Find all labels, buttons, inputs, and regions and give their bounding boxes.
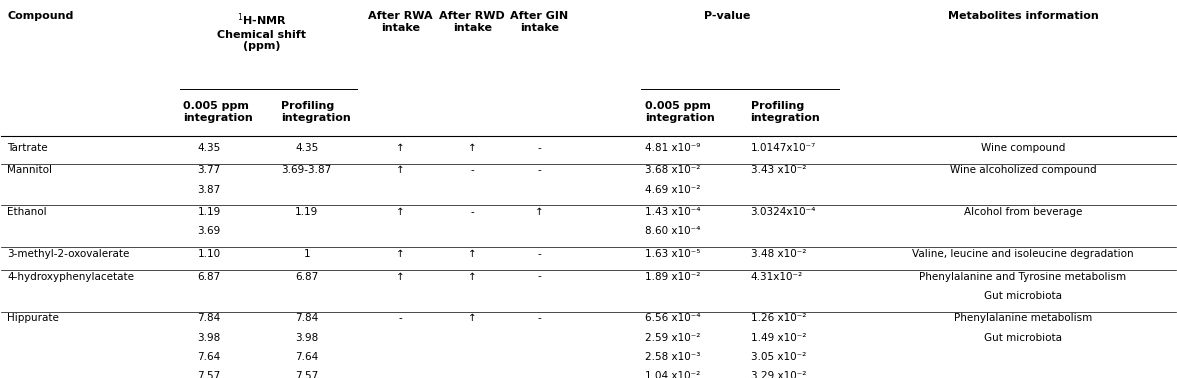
Text: Ethanol: Ethanol	[7, 207, 47, 217]
Text: ↑: ↑	[397, 271, 405, 282]
Text: Valine, leucine and isoleucine degradation: Valine, leucine and isoleucine degradati…	[912, 249, 1133, 259]
Text: 1.49 x10⁻²: 1.49 x10⁻²	[751, 333, 806, 343]
Text: 6.87: 6.87	[295, 271, 318, 282]
Text: 1.26 x10⁻²: 1.26 x10⁻²	[751, 313, 806, 324]
Text: 3.29 x10⁻²: 3.29 x10⁻²	[751, 371, 806, 378]
Text: -: -	[471, 165, 474, 175]
Text: 3.98: 3.98	[295, 333, 318, 343]
Text: After RWA
intake: After RWA intake	[368, 11, 433, 33]
Text: -: -	[538, 143, 541, 153]
Text: -: -	[471, 207, 474, 217]
Text: After GIN
intake: After GIN intake	[510, 11, 568, 33]
Text: -: -	[538, 271, 541, 282]
Text: 3-methyl-2-oxovalerate: 3-methyl-2-oxovalerate	[7, 249, 129, 259]
Text: 4.35: 4.35	[198, 143, 221, 153]
Text: Profiling
integration: Profiling integration	[281, 101, 351, 123]
Text: $^{1}$H-NMR
Chemical shift
(ppm): $^{1}$H-NMR Chemical shift (ppm)	[217, 11, 306, 51]
Text: ↑: ↑	[397, 165, 405, 175]
Text: ↑: ↑	[534, 207, 544, 217]
Text: 3.0324x10⁻⁴: 3.0324x10⁻⁴	[751, 207, 816, 217]
Text: 3.68 x10⁻²: 3.68 x10⁻²	[645, 165, 700, 175]
Text: Metabolites information: Metabolites information	[947, 11, 1098, 22]
Text: ↑: ↑	[468, 313, 477, 324]
Text: Tartrate: Tartrate	[7, 143, 48, 153]
Text: 7.64: 7.64	[295, 352, 318, 362]
Text: -: -	[538, 249, 541, 259]
Text: 3.69-3.87: 3.69-3.87	[281, 165, 332, 175]
Text: ↑: ↑	[397, 143, 405, 153]
Text: 1.04 x10⁻²: 1.04 x10⁻²	[645, 371, 700, 378]
Text: 2.59 x10⁻²: 2.59 x10⁻²	[645, 333, 700, 343]
Text: 1.10: 1.10	[198, 249, 221, 259]
Text: Phenylalanine and Tyrosine metabolism: Phenylalanine and Tyrosine metabolism	[919, 271, 1126, 282]
Text: Wine alcoholized compound: Wine alcoholized compound	[950, 165, 1096, 175]
Text: ↑: ↑	[468, 249, 477, 259]
Text: 7.57: 7.57	[198, 371, 221, 378]
Text: 3.48 x10⁻²: 3.48 x10⁻²	[751, 249, 806, 259]
Text: P-value: P-value	[704, 11, 750, 22]
Text: 1.0147x10⁻⁷: 1.0147x10⁻⁷	[751, 143, 816, 153]
Text: 3.98: 3.98	[198, 333, 221, 343]
Text: 6.87: 6.87	[198, 271, 221, 282]
Text: 6.56 x10⁻⁴: 6.56 x10⁻⁴	[645, 313, 700, 324]
Text: 4.35: 4.35	[295, 143, 318, 153]
Text: 3.87: 3.87	[198, 184, 221, 195]
Text: 8.60 x10⁻⁴: 8.60 x10⁻⁴	[645, 226, 700, 236]
Text: 4.69 x10⁻²: 4.69 x10⁻²	[645, 184, 700, 195]
Text: 3.05 x10⁻²: 3.05 x10⁻²	[751, 352, 806, 362]
Text: 3.69: 3.69	[198, 226, 221, 236]
Text: -: -	[538, 165, 541, 175]
Text: Alcohol from beverage: Alcohol from beverage	[964, 207, 1082, 217]
Text: 3.43 x10⁻²: 3.43 x10⁻²	[751, 165, 806, 175]
Text: 4.31x10⁻²: 4.31x10⁻²	[751, 271, 803, 282]
Text: 7.57: 7.57	[295, 371, 318, 378]
Text: Wine compound: Wine compound	[980, 143, 1065, 153]
Text: 1.19: 1.19	[198, 207, 221, 217]
Text: 1.19: 1.19	[295, 207, 318, 217]
Text: ↑: ↑	[468, 143, 477, 153]
Text: 3.77: 3.77	[198, 165, 221, 175]
Text: ↑: ↑	[468, 271, 477, 282]
Text: ↑: ↑	[397, 207, 405, 217]
Text: Hippurate: Hippurate	[7, 313, 59, 324]
Text: -: -	[538, 313, 541, 324]
Text: 0.005 ppm
integration: 0.005 ppm integration	[184, 101, 253, 123]
Text: Gut microbiota: Gut microbiota	[984, 333, 1062, 343]
Text: Compound: Compound	[7, 11, 74, 22]
Text: Gut microbiota: Gut microbiota	[984, 291, 1062, 301]
Text: Mannitol: Mannitol	[7, 165, 52, 175]
Text: 4-hydroxyphenylacetate: 4-hydroxyphenylacetate	[7, 271, 134, 282]
Text: 7.84: 7.84	[295, 313, 318, 324]
Text: 2.58 x10⁻³: 2.58 x10⁻³	[645, 352, 700, 362]
Text: -: -	[399, 313, 403, 324]
Text: ↑: ↑	[397, 249, 405, 259]
Text: Phenylalanine metabolism: Phenylalanine metabolism	[953, 313, 1092, 324]
Text: 0.005 ppm
integration: 0.005 ppm integration	[645, 101, 714, 123]
Text: 1: 1	[304, 249, 310, 259]
Text: 1.43 x10⁻⁴: 1.43 x10⁻⁴	[645, 207, 700, 217]
Text: 1.89 x10⁻²: 1.89 x10⁻²	[645, 271, 700, 282]
Text: 1.63 x10⁻⁵: 1.63 x10⁻⁵	[645, 249, 700, 259]
Text: 4.81 x10⁻⁹: 4.81 x10⁻⁹	[645, 143, 700, 153]
Text: After RWD
intake: After RWD intake	[439, 11, 505, 33]
Text: 7.64: 7.64	[198, 352, 221, 362]
Text: 7.84: 7.84	[198, 313, 221, 324]
Text: Profiling
integration: Profiling integration	[751, 101, 820, 123]
